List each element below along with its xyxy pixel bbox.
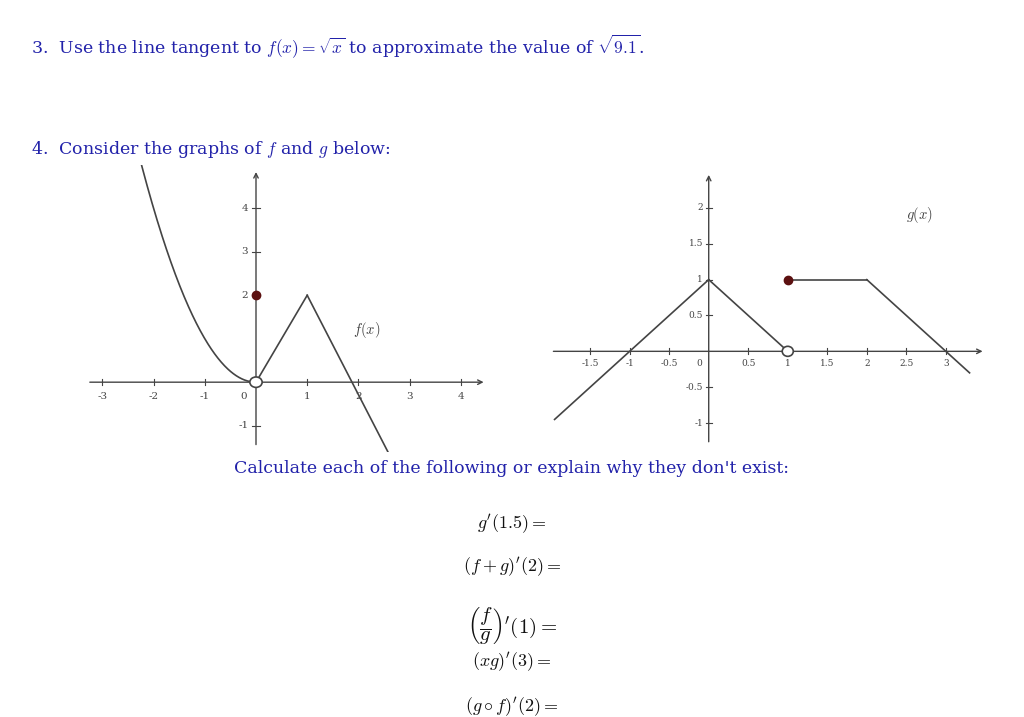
Text: $g'(1.5) =$: $g'(1.5) =$ [477,513,547,536]
Text: 2: 2 [697,204,703,212]
Text: $\left(\dfrac{f}{g}\right)'(1) =$: $\left(\dfrac{f}{g}\right)'(1) =$ [467,606,557,647]
Text: -1: -1 [694,419,703,427]
Text: 1.5: 1.5 [689,239,703,248]
Text: 3: 3 [242,247,248,256]
Text: 3.  Use the line tangent to $f(x) = \sqrt{x}$ to approximate the value of $\sqrt: 3. Use the line tangent to $f(x) = \sqrt… [31,32,644,60]
Text: 2: 2 [242,291,248,300]
Text: -1: -1 [626,358,634,368]
Text: 4: 4 [458,391,464,401]
Text: 0: 0 [696,358,702,368]
Text: 2.5: 2.5 [899,358,913,368]
Text: -3: -3 [97,391,108,401]
Text: $f(x)$: $f(x)$ [353,320,381,341]
Text: $g(x)$: $g(x)$ [906,204,934,224]
Text: -1: -1 [200,391,210,401]
Text: 3: 3 [943,358,948,368]
Text: $(f + g)'(2) =$: $(f + g)'(2) =$ [463,555,561,579]
Text: -0.5: -0.5 [660,358,678,368]
Circle shape [250,377,262,387]
Text: Calculate each of the following or explain why they don't exist:: Calculate each of the following or expla… [234,460,790,477]
Text: 1: 1 [784,358,791,368]
Text: -2: -2 [148,391,159,401]
Text: 2: 2 [864,358,869,368]
Text: 1.5: 1.5 [820,358,835,368]
Text: 1: 1 [697,275,703,284]
Text: $(xg)'(3) =$: $(xg)'(3) =$ [472,651,552,674]
Text: 4.  Consider the graphs of $f$ and $g$ below:: 4. Consider the graphs of $f$ and $g$ be… [31,139,390,160]
Text: 3: 3 [407,391,413,401]
Circle shape [782,346,794,356]
Text: -1.5: -1.5 [582,358,599,368]
Text: $(g \circ f)'(2) =$: $(g \circ f)'(2) =$ [465,695,559,717]
Text: -0.5: -0.5 [686,383,703,391]
Text: 4: 4 [242,204,248,213]
Text: -1: -1 [239,421,248,430]
Text: 0: 0 [241,391,247,401]
Text: 1: 1 [304,391,310,401]
Text: 0.5: 0.5 [741,358,756,368]
Text: 2: 2 [355,391,361,401]
Text: 0.5: 0.5 [689,311,703,320]
